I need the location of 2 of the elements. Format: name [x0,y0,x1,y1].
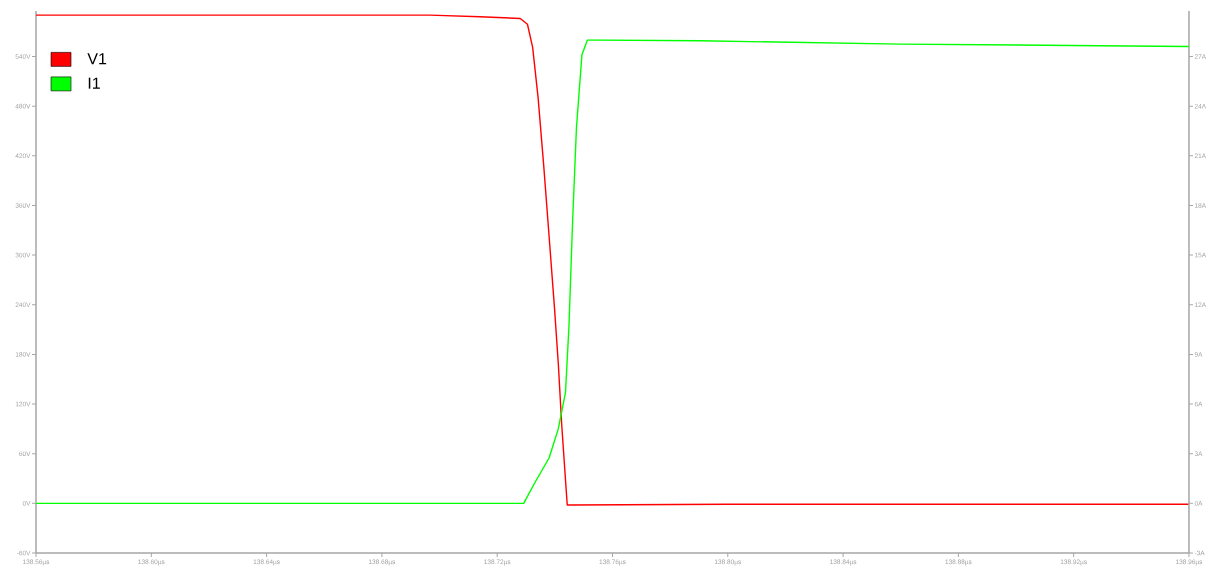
legend-label: V1 [87,53,107,65]
legend-label: I1 [88,77,100,89]
